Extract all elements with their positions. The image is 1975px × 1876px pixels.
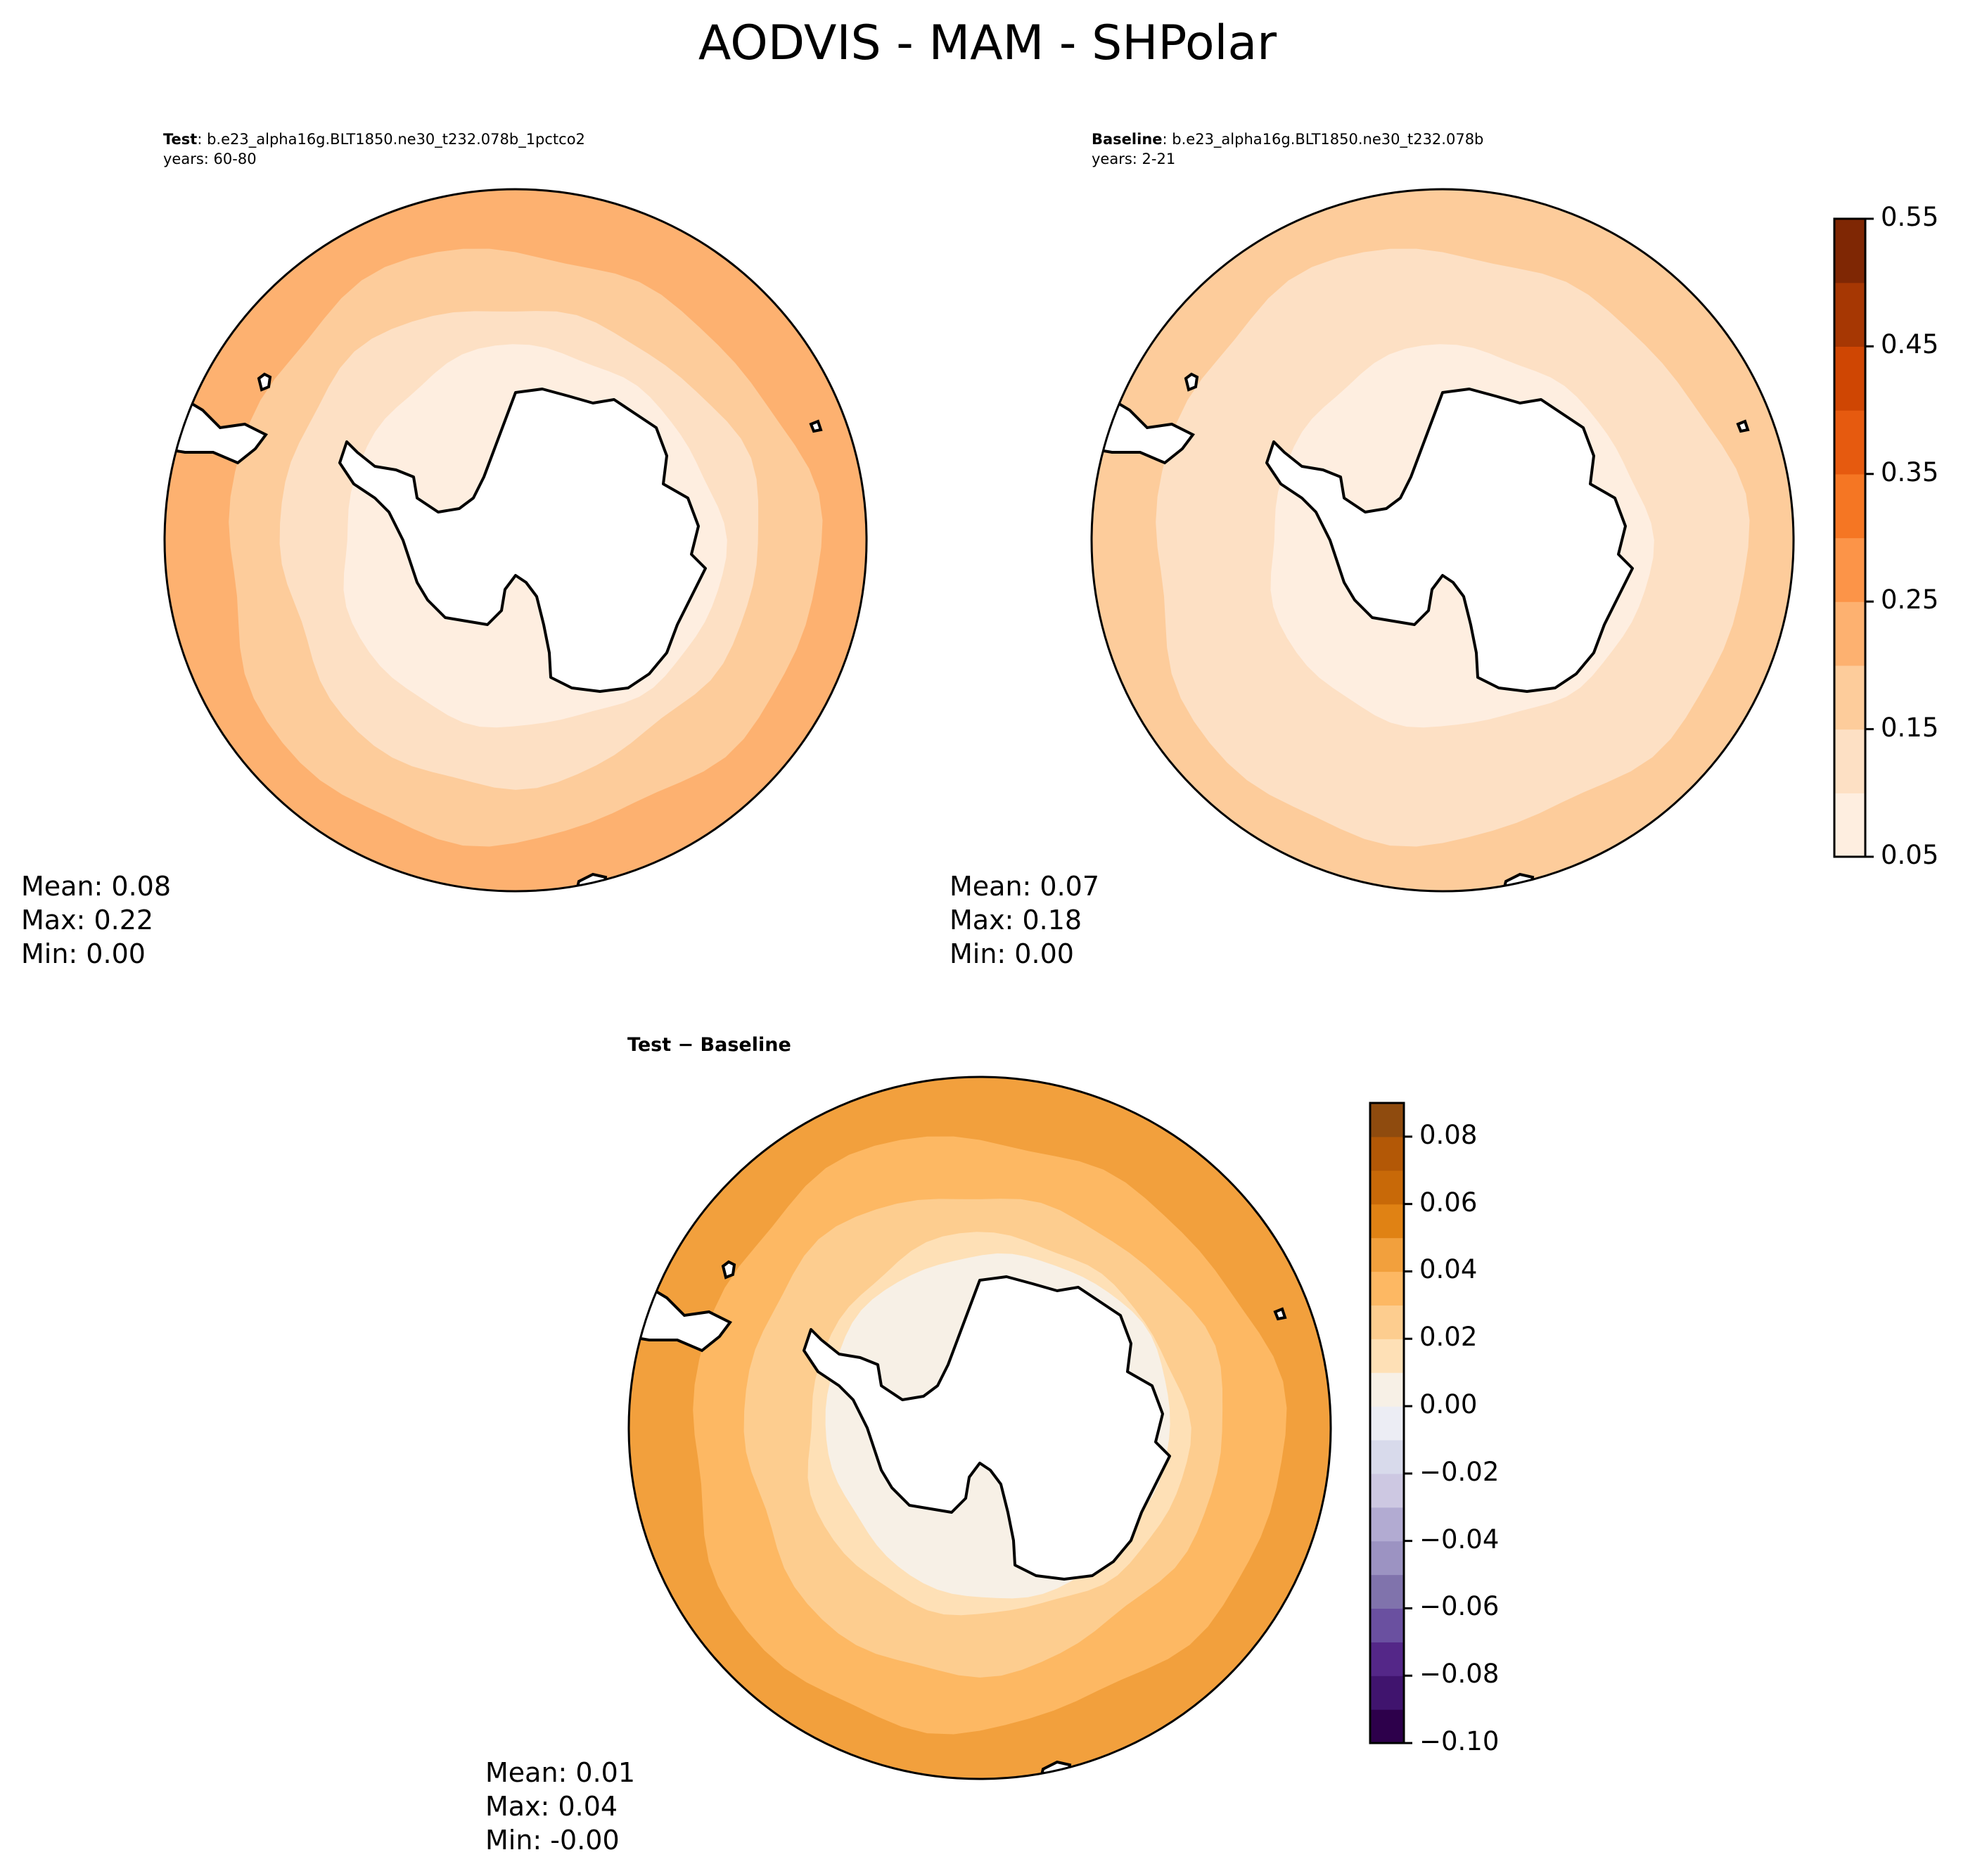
figure-title: AODVIS - MAM - SHPolar	[698, 15, 1277, 71]
diff-colorbar-tick-label: 0.06	[1419, 1187, 1478, 1218]
diff-map-boundary	[627, 1076, 1332, 1780]
main-colorbar-segment	[1834, 346, 1865, 411]
test-falkland-island	[257, 372, 272, 392]
test-min: Min: 0.00	[21, 938, 146, 969]
diff-colorbar-tick-label: −0.02	[1419, 1456, 1500, 1487]
test-case-name: b.e23_alpha16g.BLT1850.ne30_t232.078b_1p…	[207, 131, 585, 148]
diff-colorbar-tick-label: −0.04	[1419, 1524, 1500, 1555]
diff-panel-header: Test − Baseline	[627, 1035, 791, 1055]
diff-colorbar-tick-label: 0.02	[1419, 1322, 1478, 1353]
baseline-max: Max: 0.18	[950, 905, 1082, 936]
diff-stats: Mean: 0.01 Max: 0.04 Min: -0.00	[485, 1756, 635, 1857]
test-years: years: 60-80	[163, 151, 257, 167]
baseline-panel-header: Baseline: b.e23_alpha16g.BLT1850.ne30_t2…	[1092, 131, 1484, 167]
diff-colorbar-segment	[1370, 1204, 1404, 1239]
main-colorbar-segment	[1834, 729, 1865, 793]
diff-colorbar-segment	[1370, 1406, 1404, 1441]
test-panel-header: Test: b.e23_alpha16g.BLT1850.ne30_t232.0…	[163, 131, 585, 167]
test-map-boundary	[163, 188, 868, 893]
diff-colorbar-segment	[1370, 1676, 1404, 1710]
diff-colorbar-segment	[1370, 1372, 1404, 1407]
test-stats: Mean: 0.08 Max: 0.22 Min: 0.00	[21, 869, 171, 971]
diff-colorbar-segment	[1370, 1473, 1404, 1508]
diff-min: Min: -0.00	[485, 1825, 620, 1856]
baseline-map-boundary	[1090, 188, 1795, 893]
main-colorbar-outline	[1833, 217, 1867, 858]
diff-colorbar-segment	[1370, 1439, 1404, 1474]
baseline-falkland-island	[1184, 372, 1199, 392]
main-colorbar-tick-label: 0.15	[1881, 712, 1939, 743]
diff-colorbar-segment	[1370, 1540, 1404, 1576]
main-colorbar-tick-label: 0.25	[1881, 585, 1939, 615]
diff-colorbar	[1369, 1102, 1412, 1744]
diff-south-america-coastline	[628, 1285, 733, 1353]
diff-colorbar-tick-label: −0.08	[1419, 1659, 1500, 1690]
diff-colorbar-tick-label: −0.06	[1419, 1591, 1500, 1622]
diff-colorbar-segment	[1370, 1136, 1404, 1171]
test-map-field	[164, 189, 867, 892]
diff-falkland-island	[721, 1260, 736, 1280]
main-colorbar-tick-label: 0.05	[1881, 840, 1939, 870]
diff-colorbar-segment	[1370, 1608, 1404, 1642]
main-colorbar-segment	[1834, 665, 1865, 730]
main-colorbar-segment	[1834, 219, 1865, 283]
diff-colorbar-segment	[1370, 1305, 1404, 1339]
diff-colorbar-tick-label: −0.10	[1419, 1726, 1500, 1756]
main-colorbar-segment	[1834, 537, 1865, 602]
diff-max: Max: 0.04	[485, 1791, 618, 1822]
baseline-min: Min: 0.00	[950, 938, 1074, 969]
diff-colorbar-segment	[1370, 1271, 1404, 1306]
main-colorbar-segment	[1834, 410, 1865, 475]
baseline-years: years: 2-21	[1092, 151, 1176, 167]
baseline-kerguelen-island	[1736, 419, 1750, 433]
diff-colorbar-segment	[1370, 1103, 1404, 1137]
baseline-map-field	[1091, 189, 1794, 892]
diff-colorbar-segment	[1370, 1574, 1404, 1609]
main-colorbar-segment	[1834, 282, 1865, 347]
diff-colorbar-tick-label: 0.04	[1419, 1254, 1478, 1285]
diff-kerguelen-island	[1273, 1307, 1287, 1321]
main-colorbar-segment	[1834, 601, 1865, 666]
diff-label: Test − Baseline	[627, 1034, 791, 1056]
diff-colorbar-segment	[1370, 1339, 1404, 1373]
diff-colorbar-segment	[1370, 1170, 1404, 1205]
baseline-case-name: b.e23_alpha16g.BLT1850.ne30_t232.078b	[1172, 131, 1484, 148]
test-mean: Mean: 0.08	[21, 871, 172, 902]
baseline-mean: Mean: 0.07	[950, 871, 1100, 902]
baseline-south-america-coastline	[1091, 397, 1196, 465]
main-colorbar	[1833, 217, 1874, 858]
test-kerguelen-island	[809, 419, 823, 433]
baseline-stats: Mean: 0.07 Max: 0.18 Min: 0.00	[950, 869, 1099, 971]
diff-colorbar-tick-label: 0.08	[1419, 1119, 1478, 1150]
test-label: Test	[163, 131, 198, 148]
main-colorbar-tick-label: 0.35	[1881, 457, 1939, 487]
main-colorbar-segment	[1834, 473, 1865, 539]
test-south-america-coastline	[164, 397, 269, 465]
diff-colorbar-segment	[1370, 1507, 1404, 1542]
main-colorbar-tick-label: 0.55	[1881, 202, 1939, 232]
diff-mean: Mean: 0.01	[485, 1757, 636, 1788]
baseline-label: Baseline	[1092, 131, 1163, 148]
main-colorbar-segment	[1834, 793, 1865, 857]
diff-colorbar-tick-label: 0.00	[1419, 1389, 1478, 1420]
diff-colorbar-segment	[1370, 1237, 1404, 1272]
test-max: Max: 0.22	[21, 905, 154, 936]
main-colorbar-tick-label: 0.45	[1881, 329, 1939, 360]
diff-colorbar-segment	[1370, 1642, 1404, 1676]
diff-map-field	[628, 1076, 1331, 1780]
diff-colorbar-segment	[1370, 1709, 1404, 1744]
diff-colorbar-outline	[1369, 1102, 1405, 1744]
